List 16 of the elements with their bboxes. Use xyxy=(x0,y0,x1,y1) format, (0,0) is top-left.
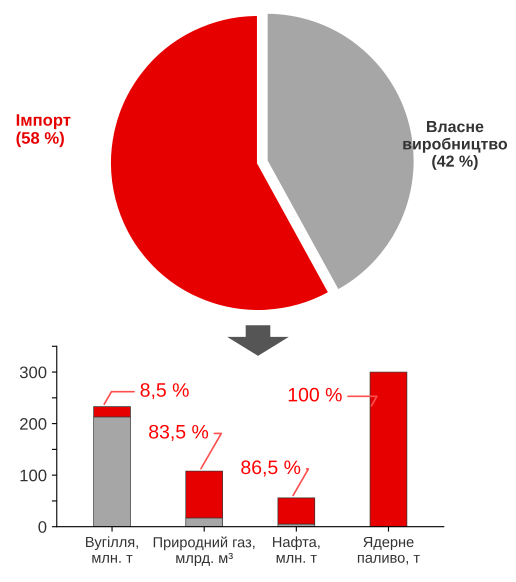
x-tick-label: Вугілля, млн. т xyxy=(86,536,138,563)
annotation: 86,5 % xyxy=(241,460,300,476)
slice-label: Власне виробництво xyxy=(403,121,508,153)
annotation: 83,5 % xyxy=(149,424,208,441)
y-tick-label: 200 xyxy=(20,418,46,430)
x-tick-label: Нафта, млн. т xyxy=(273,536,320,563)
slice-label: Імпорт xyxy=(16,114,70,130)
y-tick-label: 0 xyxy=(38,521,46,533)
data-label: (58 %) xyxy=(16,132,64,148)
data-label: (42 %) xyxy=(432,155,478,170)
annotation: 100 % xyxy=(288,388,342,402)
y-tick-label: 100 xyxy=(20,470,46,482)
x-tick-label: Природний газ, млрд. м³ xyxy=(154,536,254,566)
y-tick-label: 300 xyxy=(20,366,46,378)
annotation: 8,5 % xyxy=(140,383,189,400)
x-tick-label: Ядерне паливо, т xyxy=(358,536,420,565)
